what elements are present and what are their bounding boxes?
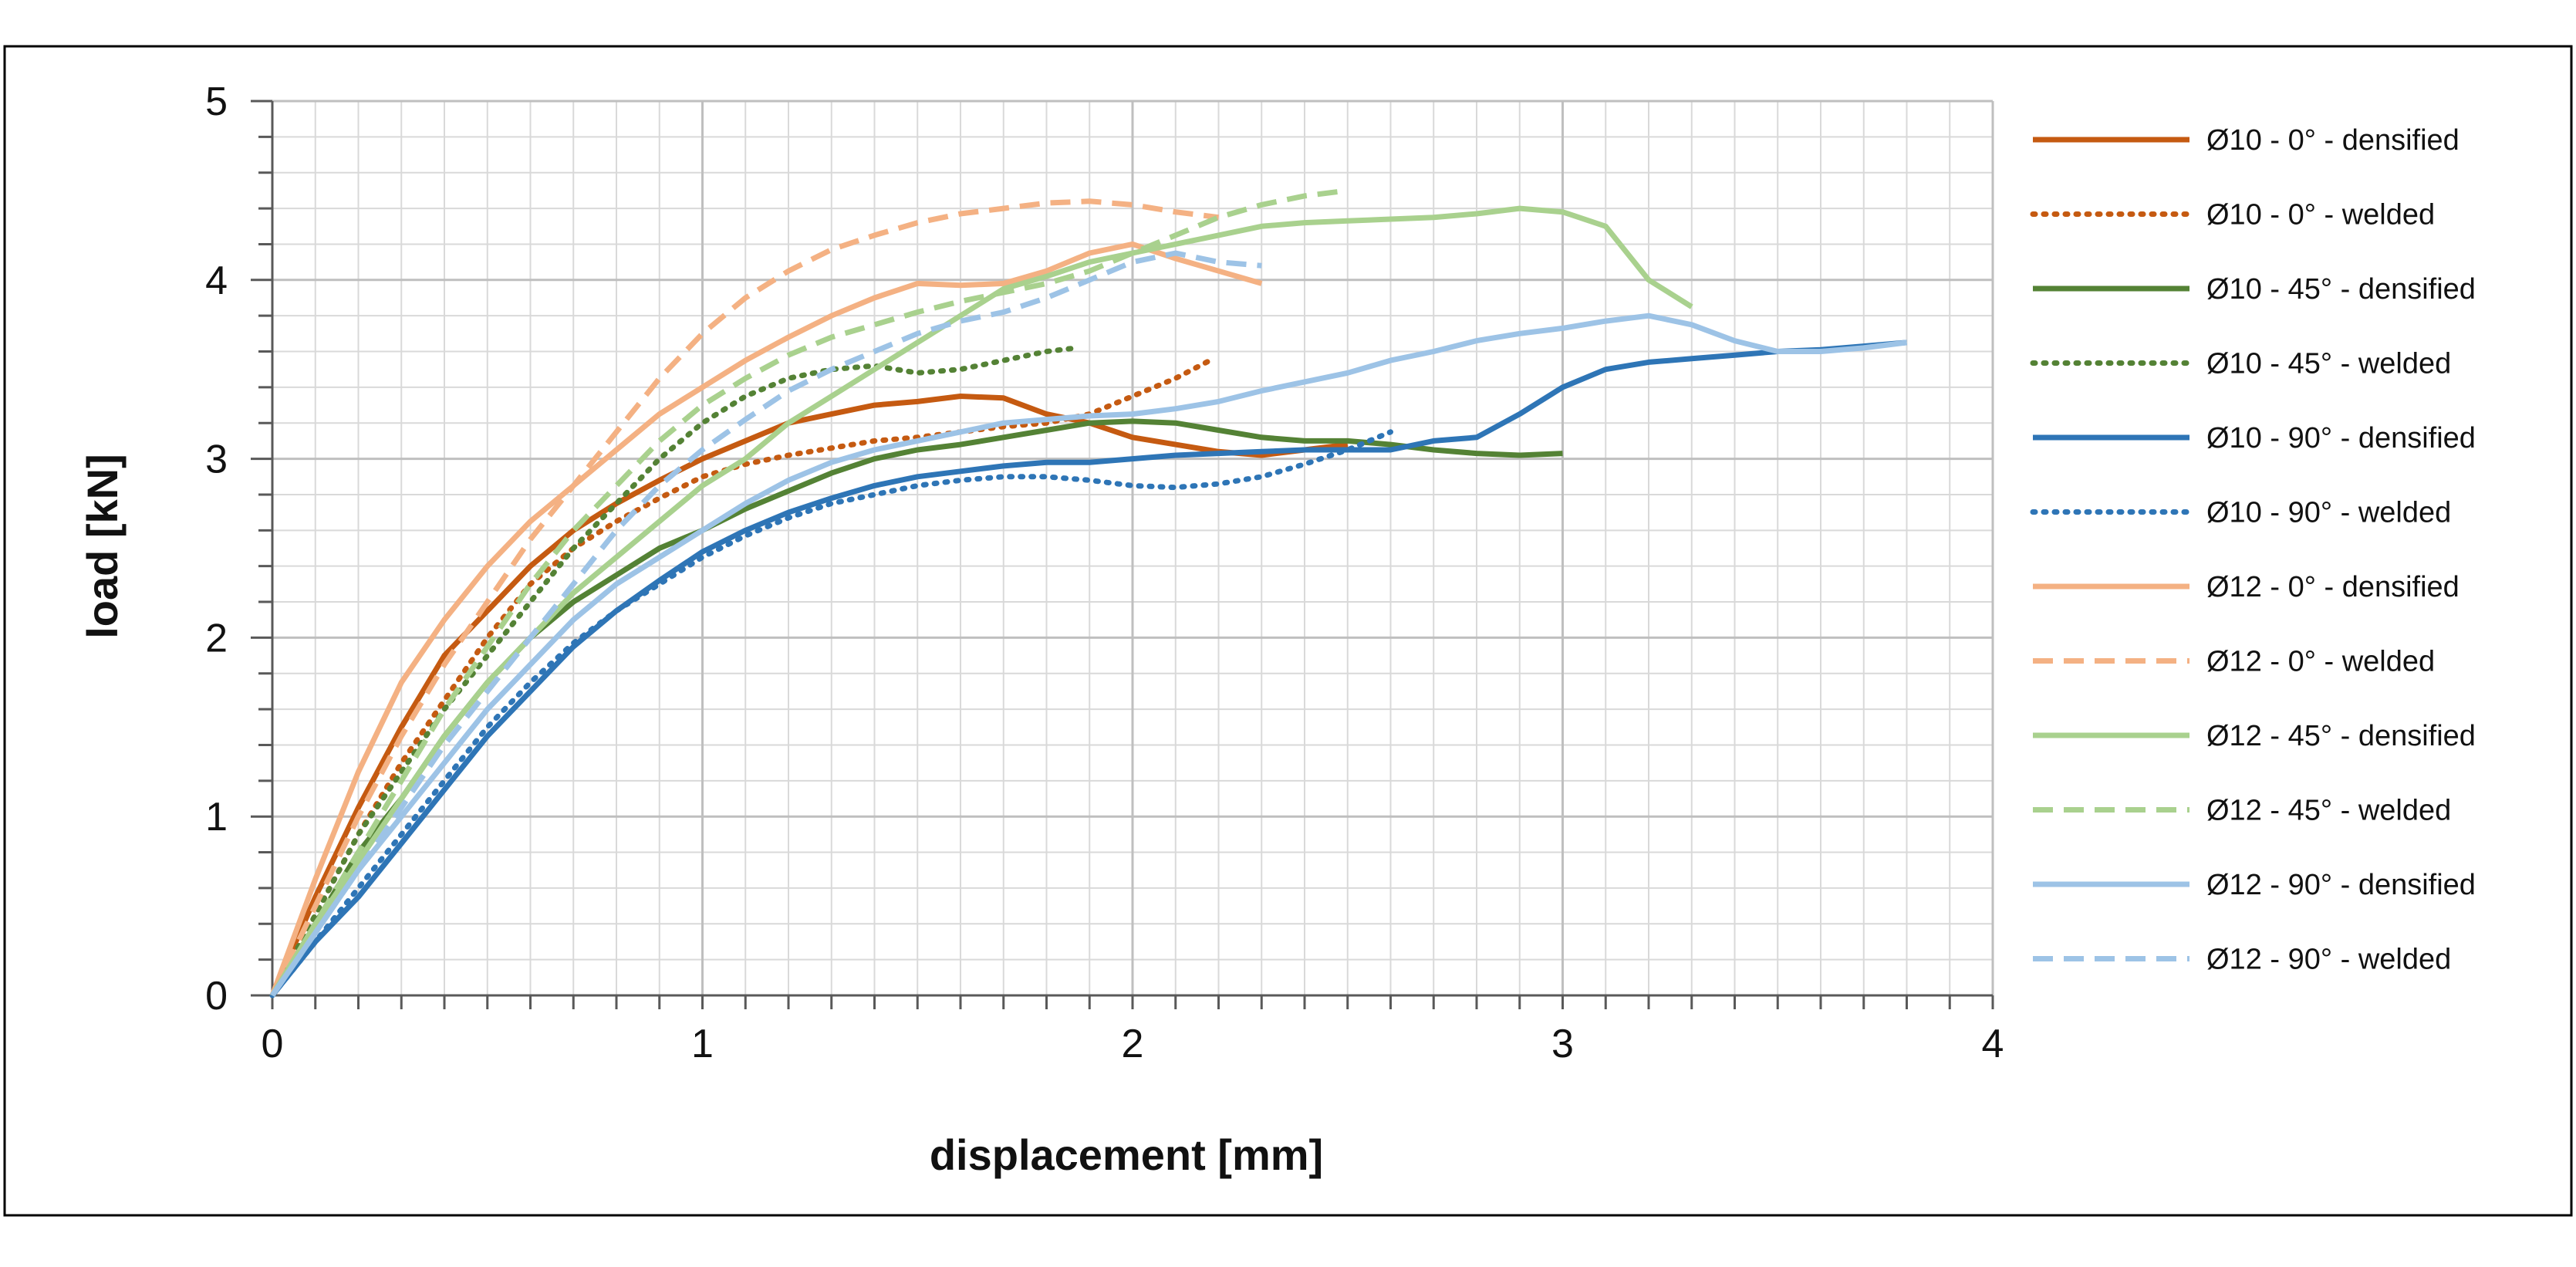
series-line-12-45-welded [270, 188, 1349, 997]
series-line-12-90-welded [270, 250, 1262, 997]
axes [251, 100, 1994, 1009]
series-line-10-90-welded [269, 429, 1393, 998]
chart-border [3, 45, 2573, 1217]
series-line-10-0-densified [269, 394, 1349, 997]
series-line-10-90-densified [270, 340, 1907, 998]
legend-label: Ø10 - 45° - welded [2206, 348, 2451, 380]
series-line-12-90-densified [270, 313, 1907, 997]
x-tick-label: 2 [1122, 1022, 1144, 1066]
legend: Ø10 - 0° - densified Ø10 - 0° - welded Ø10… [2030, 124, 2476, 976]
x-axis-title: displacement [mm] [930, 1130, 1323, 1179]
legend-label: Ø10 - 90° - welded [2206, 497, 2451, 529]
x-tick-label: 1 [691, 1022, 714, 1066]
y-tick-label: 1 [205, 795, 228, 840]
series-line-12-0-welded [269, 198, 1219, 997]
legend-label: Ø10 - 90° - densified [2206, 422, 2476, 454]
series-line-12-45-densified [270, 205, 1693, 997]
legend-label: Ø12 - 45° - densified [2206, 720, 2476, 752]
legend-label: Ø10 - 0° - welded [2206, 199, 2435, 231]
legend-label: Ø12 - 90° - welded [2206, 944, 2451, 976]
x-tick-labels: 0 1 2 3 4 [262, 1022, 2004, 1066]
y-axis-title: load [kN] [78, 454, 127, 639]
y-tick-label: 4 [205, 258, 228, 303]
series-line-10-45-welded [269, 345, 1079, 998]
series-lines [269, 188, 1907, 998]
x-tick-label: 3 [1551, 1022, 1574, 1066]
y-tick-label: 2 [205, 616, 228, 661]
series-line-10-0-welded [269, 357, 1213, 998]
legend-label: Ø12 - 0° - welded [2206, 646, 2435, 678]
legend-label: Ø10 - 0° - densified [2206, 124, 2460, 157]
legend-label: Ø12 - 0° - densified [2206, 571, 2460, 603]
x-tick-label: 4 [1982, 1022, 2004, 1066]
y-tick-label: 3 [205, 438, 228, 482]
x-tick-label: 0 [262, 1022, 284, 1066]
legend-label: Ø12 - 45° - welded [2206, 795, 2451, 827]
y-tick-label: 5 [205, 79, 228, 124]
y-tick-labels: 0 1 2 3 4 5 [205, 79, 228, 1019]
legend-label: Ø12 - 90° - densified [2206, 869, 2476, 901]
y-tick-label: 0 [205, 974, 228, 1019]
series-line-12-0-densified [269, 241, 1263, 997]
legend-label: Ø10 - 45° - densified [2206, 273, 2476, 306]
